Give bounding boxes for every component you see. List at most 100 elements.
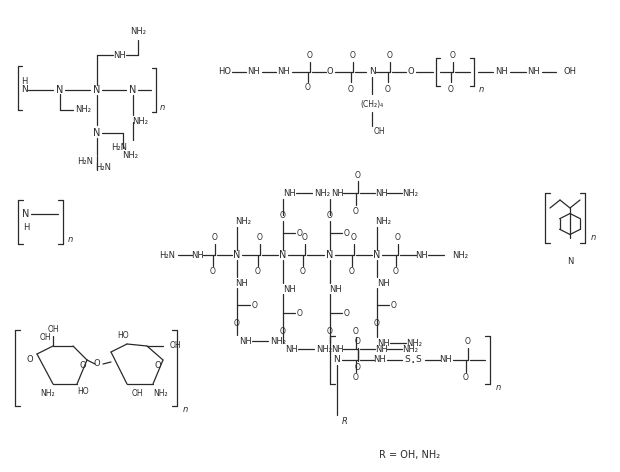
Text: O: O (450, 51, 456, 59)
Text: NH₂: NH₂ (235, 217, 251, 226)
Text: O: O (27, 355, 33, 364)
Text: O: O (463, 373, 469, 382)
Text: O: O (391, 301, 397, 310)
Text: O: O (385, 84, 391, 93)
Text: NH₂: NH₂ (41, 388, 55, 397)
Text: NH₂: NH₂ (316, 345, 332, 354)
Text: NH: NH (190, 251, 203, 260)
Text: O: O (154, 362, 161, 371)
Text: NH: NH (374, 188, 388, 197)
Text: NH₂: NH₂ (314, 188, 330, 197)
Text: O: O (348, 84, 354, 93)
Text: O: O (355, 170, 361, 179)
Text: O: O (465, 337, 471, 346)
Text: NH: NH (495, 67, 507, 76)
Text: N: N (326, 250, 334, 260)
Text: n: n (68, 236, 73, 244)
Text: NH: NH (374, 355, 386, 364)
Text: O: O (344, 309, 350, 318)
Text: OH: OH (170, 342, 182, 351)
Text: O: O (307, 51, 313, 60)
Text: NH₂: NH₂ (402, 188, 418, 197)
Text: N: N (373, 250, 381, 260)
Text: R = OH, NH₂: R = OH, NH₂ (379, 450, 441, 460)
Text: N: N (94, 128, 100, 138)
Text: O: O (355, 337, 361, 346)
Text: NH₂: NH₂ (375, 217, 391, 226)
Text: O: O (327, 67, 334, 76)
Text: N: N (20, 85, 27, 94)
Text: HO: HO (77, 388, 89, 396)
Text: HO: HO (218, 67, 231, 76)
Text: NH: NH (239, 337, 252, 346)
Text: OH: OH (47, 326, 59, 335)
Text: OH: OH (39, 334, 51, 343)
Text: O: O (212, 234, 218, 243)
Text: N: N (334, 355, 340, 364)
Text: O: O (94, 360, 100, 369)
Text: O: O (350, 51, 356, 59)
Text: n: n (182, 405, 188, 414)
Text: O: O (302, 234, 308, 243)
Text: NH: NH (330, 345, 343, 354)
Text: n: n (159, 103, 165, 112)
Text: NH: NH (286, 345, 298, 354)
Text: N: N (567, 257, 573, 266)
Text: H₂N: H₂N (159, 251, 175, 260)
Text: NH₂: NH₂ (270, 337, 286, 346)
Text: NH: NH (415, 251, 428, 260)
Text: O: O (408, 67, 414, 76)
Text: O: O (257, 234, 263, 243)
Text: S: S (415, 355, 421, 364)
Text: NH: NH (376, 278, 389, 287)
Text: H: H (21, 77, 27, 86)
Text: O: O (353, 373, 359, 382)
Text: OH: OH (373, 127, 385, 136)
Text: n: n (479, 85, 484, 94)
Text: O: O (300, 268, 306, 277)
Text: R: R (342, 418, 348, 427)
Text: NH₂: NH₂ (406, 338, 422, 347)
Text: N: N (94, 85, 100, 95)
Text: NH₂: NH₂ (130, 27, 146, 36)
Text: O: O (393, 268, 399, 277)
Text: NH₂: NH₂ (75, 106, 91, 115)
Text: NH: NH (234, 278, 247, 287)
Text: NH: NH (330, 188, 343, 197)
Text: N: N (22, 209, 30, 219)
Text: NH: NH (330, 285, 342, 294)
Text: O: O (280, 327, 286, 336)
Text: S: S (404, 355, 410, 364)
Text: NH₂: NH₂ (132, 118, 148, 126)
Text: NH: NH (278, 67, 290, 76)
Text: (CH₂)₄: (CH₂)₄ (360, 100, 384, 109)
Text: O: O (355, 362, 361, 371)
Text: NH₂: NH₂ (153, 388, 167, 397)
Text: NH: NH (374, 345, 388, 354)
Text: O: O (327, 327, 333, 336)
Text: NH: NH (247, 67, 260, 76)
Text: NH: NH (378, 338, 391, 347)
Text: N: N (280, 250, 286, 260)
Text: HO: HO (117, 331, 129, 340)
Text: O: O (353, 327, 359, 336)
Text: O: O (280, 211, 286, 219)
Text: H: H (23, 222, 29, 231)
Text: O: O (374, 319, 380, 328)
Text: NH: NH (528, 67, 541, 76)
Text: O: O (395, 234, 401, 243)
Text: H₂N: H₂N (77, 158, 93, 167)
Text: NH: NH (440, 355, 453, 364)
Text: O: O (252, 301, 258, 310)
Text: O: O (344, 228, 350, 237)
Text: OH: OH (564, 67, 577, 76)
Text: O: O (448, 84, 454, 93)
Text: .: . (411, 352, 415, 366)
Text: N: N (369, 67, 375, 76)
Text: N: N (130, 85, 136, 95)
Text: O: O (327, 211, 333, 219)
Text: O: O (297, 228, 303, 237)
Text: O: O (349, 268, 355, 277)
Text: H₂N: H₂N (111, 143, 127, 152)
Text: O: O (353, 207, 359, 216)
